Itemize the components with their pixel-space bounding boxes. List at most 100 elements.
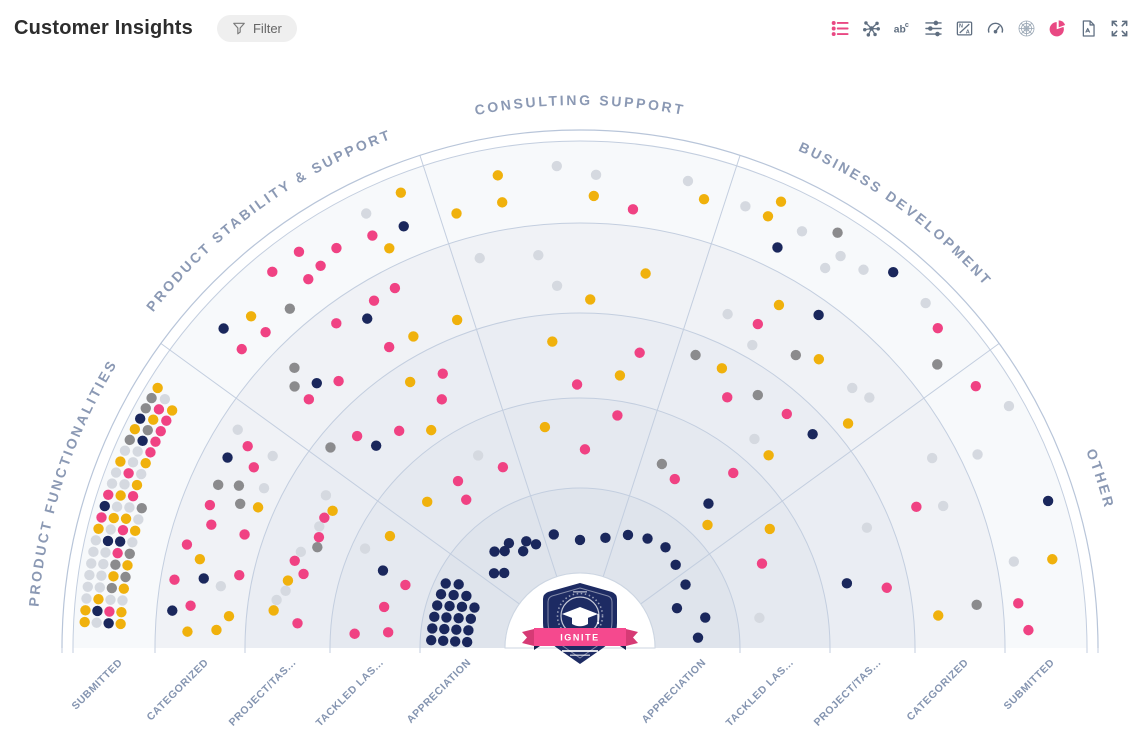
data-dot[interactable] — [120, 571, 131, 583]
data-dot[interactable] — [835, 250, 846, 262]
data-dot[interactable] — [99, 500, 110, 512]
data-dot[interactable] — [90, 535, 102, 546]
data-dot[interactable] — [103, 489, 114, 500]
data-dot[interactable] — [117, 524, 129, 536]
data-dot[interactable] — [461, 494, 472, 505]
data-dot[interactable] — [439, 623, 450, 635]
data-dot[interactable] — [377, 565, 389, 576]
data-dot[interactable] — [80, 605, 91, 616]
data-dot[interactable] — [382, 627, 394, 638]
data-dot[interactable] — [453, 579, 464, 590]
data-dot[interactable] — [166, 405, 178, 416]
data-dot[interactable] — [775, 196, 787, 207]
data-dot[interactable] — [972, 449, 983, 460]
data-dot[interactable] — [781, 408, 793, 420]
data-dot[interactable] — [116, 606, 127, 618]
data-dot[interactable] — [108, 512, 119, 524]
gauge-icon[interactable] — [985, 18, 1006, 39]
data-dot[interactable] — [763, 450, 774, 461]
data-dot[interactable] — [622, 529, 634, 541]
data-dot[interactable] — [807, 428, 818, 440]
fullscreen-icon[interactable] — [1109, 18, 1130, 39]
data-dot[interactable] — [451, 208, 462, 219]
data-dot[interactable] — [864, 392, 875, 403]
data-dot[interactable] — [1042, 495, 1054, 507]
data-dot[interactable] — [813, 309, 824, 321]
data-dot[interactable] — [551, 280, 563, 291]
radar-icon[interactable] — [1016, 18, 1037, 39]
data-dot[interactable] — [796, 226, 808, 237]
data-dot[interactable] — [690, 349, 701, 361]
data-dot[interactable] — [86, 558, 97, 569]
data-dot[interactable] — [94, 582, 106, 593]
data-dot[interactable] — [429, 611, 440, 623]
data-dot[interactable] — [293, 246, 305, 258]
data-dot[interactable] — [752, 389, 763, 401]
data-dot[interactable] — [819, 262, 831, 274]
data-dot[interactable] — [700, 612, 711, 623]
data-dot[interactable] — [533, 250, 544, 261]
data-dot[interactable] — [492, 170, 503, 181]
data-dot[interactable] — [258, 482, 270, 494]
data-dot[interactable] — [312, 541, 323, 553]
data-dot[interactable] — [142, 424, 153, 436]
data-dot[interactable] — [112, 547, 123, 559]
data-dot[interactable] — [349, 628, 360, 639]
data-dot[interactable] — [937, 500, 949, 512]
data-dot[interactable] — [548, 529, 559, 540]
data-dot[interactable] — [395, 187, 407, 198]
data-dot[interactable] — [133, 514, 144, 525]
data-dot[interactable] — [134, 413, 146, 424]
data-dot[interactable] — [119, 479, 130, 490]
data-dot[interactable] — [1008, 556, 1020, 567]
data-dot[interactable] — [971, 599, 982, 611]
data-dot[interactable] — [117, 595, 128, 606]
list-view-icon[interactable] — [830, 18, 851, 39]
data-dot[interactable] — [682, 175, 694, 187]
data-dot[interactable] — [136, 502, 147, 514]
data-dot[interactable] — [124, 548, 135, 559]
data-dot[interactable] — [108, 571, 119, 582]
data-dot[interactable] — [242, 441, 253, 452]
data-dot[interactable] — [292, 618, 303, 629]
data-dot[interactable] — [320, 490, 332, 501]
data-dot[interactable] — [239, 529, 250, 540]
data-dot[interactable] — [590, 169, 602, 181]
data-dot[interactable] — [194, 553, 206, 565]
data-dot[interactable] — [444, 600, 455, 612]
data-dot[interactable] — [692, 632, 704, 643]
data-dot[interactable] — [426, 635, 437, 646]
data-dot[interactable] — [105, 594, 116, 605]
data-dot[interactable] — [435, 589, 447, 600]
data-dot[interactable] — [82, 581, 93, 592]
data-dot[interactable] — [145, 447, 156, 458]
data-dot[interactable] — [105, 524, 116, 535]
data-dot[interactable] — [267, 450, 278, 462]
data-dot[interactable] — [327, 505, 338, 517]
data-dot[interactable] — [295, 546, 307, 558]
data-dot[interactable] — [404, 376, 416, 388]
data-dot[interactable] — [670, 559, 681, 571]
data-dot[interactable] — [384, 243, 395, 254]
data-dot[interactable] — [427, 623, 438, 634]
na-values-icon[interactable]: N A — [954, 18, 975, 39]
data-dot[interactable] — [847, 382, 858, 394]
data-dot[interactable] — [547, 336, 558, 347]
data-dot[interactable] — [702, 519, 713, 531]
data-dot[interactable] — [773, 299, 785, 311]
data-dot[interactable] — [153, 404, 165, 415]
data-dot[interactable] — [319, 512, 330, 523]
data-dot[interactable] — [303, 394, 315, 405]
data-dot[interactable] — [453, 612, 464, 624]
data-dot[interactable] — [1047, 554, 1058, 565]
data-dot[interactable] — [267, 266, 278, 278]
data-dot[interactable] — [517, 546, 529, 557]
data-dot[interactable] — [367, 230, 378, 241]
data-dot[interactable] — [106, 478, 118, 489]
data-dot[interactable] — [211, 624, 222, 636]
data-dot[interactable] — [432, 600, 443, 611]
data-dot[interactable] — [881, 582, 892, 593]
data-dot[interactable] — [551, 160, 562, 172]
data-dot[interactable] — [932, 322, 943, 334]
data-dot[interactable] — [574, 534, 586, 546]
